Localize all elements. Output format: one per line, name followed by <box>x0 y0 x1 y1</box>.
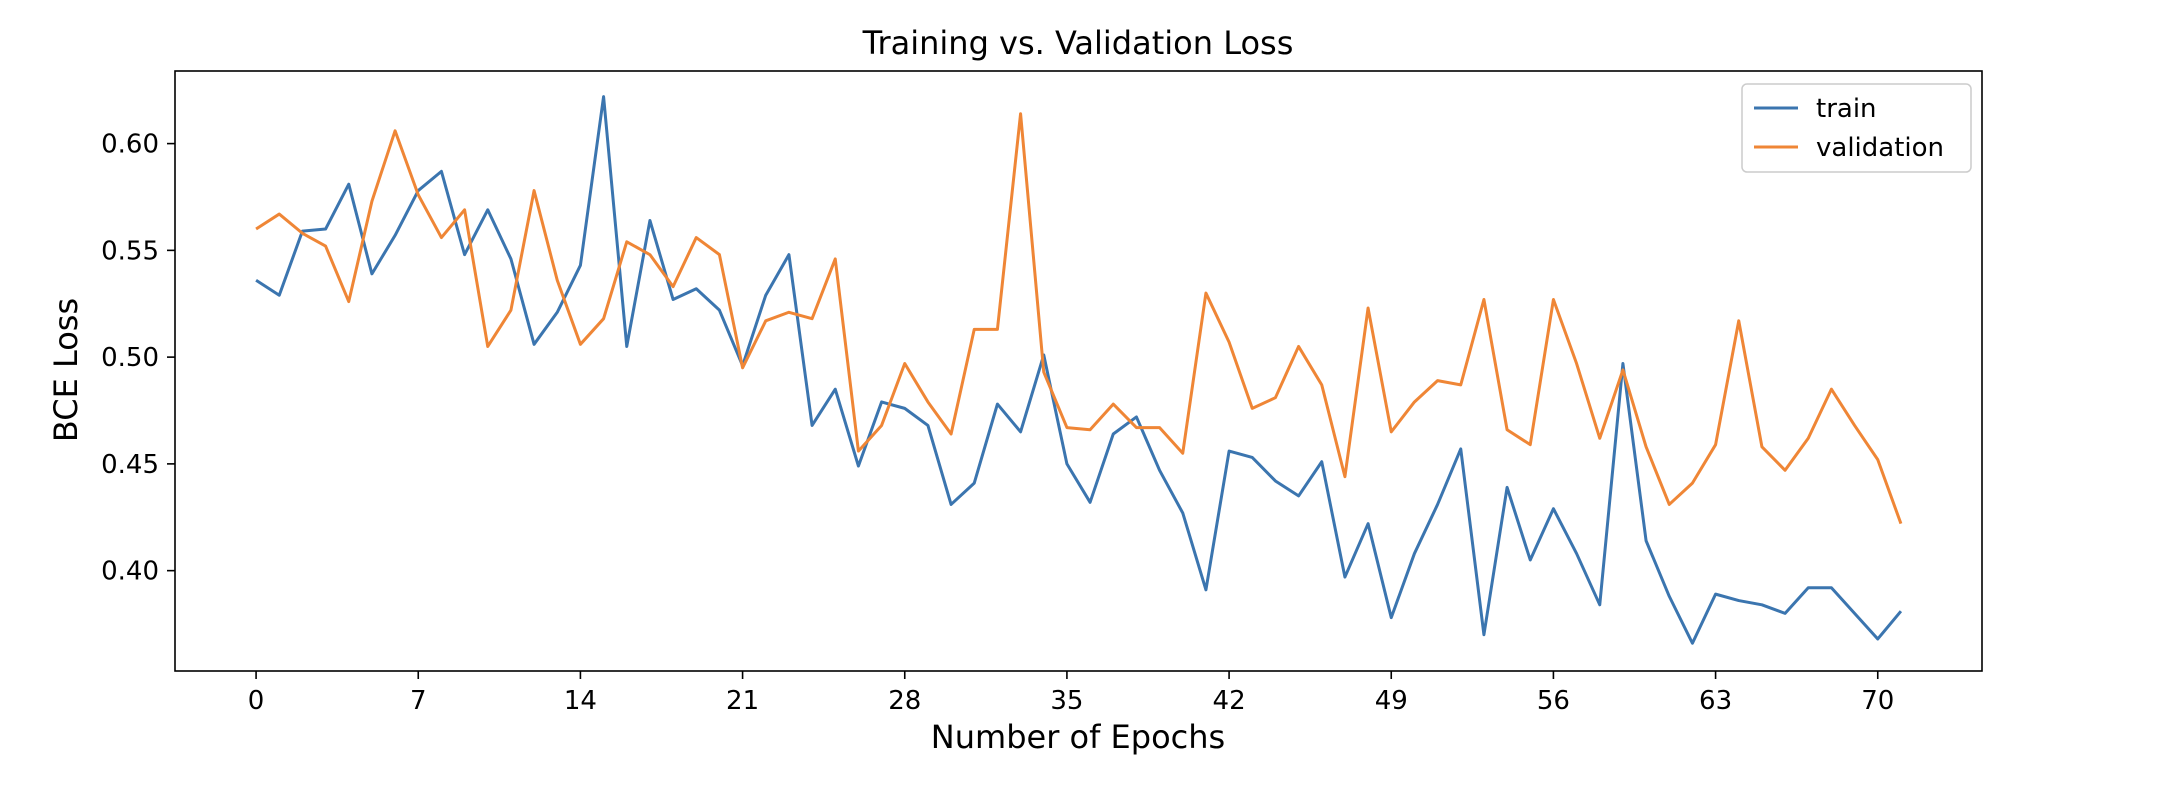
y-tick-label: 0.50 <box>101 343 159 373</box>
x-tick-label: 70 <box>1861 686 1894 716</box>
y-axis-label: BCE Loss <box>47 298 85 442</box>
series-line-train <box>255 95 1903 645</box>
chart-title: Training vs. Validation Loss <box>862 24 1294 62</box>
series-line-validation <box>255 112 1903 525</box>
x-tick-label: 49 <box>1375 686 1408 716</box>
y-tick-label: 0.60 <box>101 130 159 160</box>
x-tick-label: 35 <box>1050 686 1083 716</box>
legend-label-train: train <box>1816 94 1877 124</box>
legend: train validation <box>1741 83 1972 173</box>
axes-frame <box>174 70 1983 672</box>
y-tick-label: 0.40 <box>101 557 159 587</box>
x-tick-label: 21 <box>726 686 759 716</box>
legend-label-validation: validation <box>1816 133 1944 163</box>
x-axis-label: Number of Epochs <box>931 718 1225 756</box>
x-tick-label: 28 <box>888 686 921 716</box>
y-tick-label: 0.55 <box>101 236 159 266</box>
x-tick-label: 56 <box>1537 686 1570 716</box>
x-tick-label: 14 <box>564 686 597 716</box>
plot-area: 0 7 14 21 28 35 42 49 56 63 70 0.40 0.45 0.50 0.55 0.60 <box>101 70 1983 716</box>
x-tick-label: 42 <box>1213 686 1246 716</box>
x-tick-label: 0 <box>248 686 265 716</box>
x-tick-label: 7 <box>410 686 427 716</box>
x-tick-label: 63 <box>1699 686 1732 716</box>
y-tick-label: 0.45 <box>101 450 159 480</box>
legend-box <box>1741 83 1972 173</box>
